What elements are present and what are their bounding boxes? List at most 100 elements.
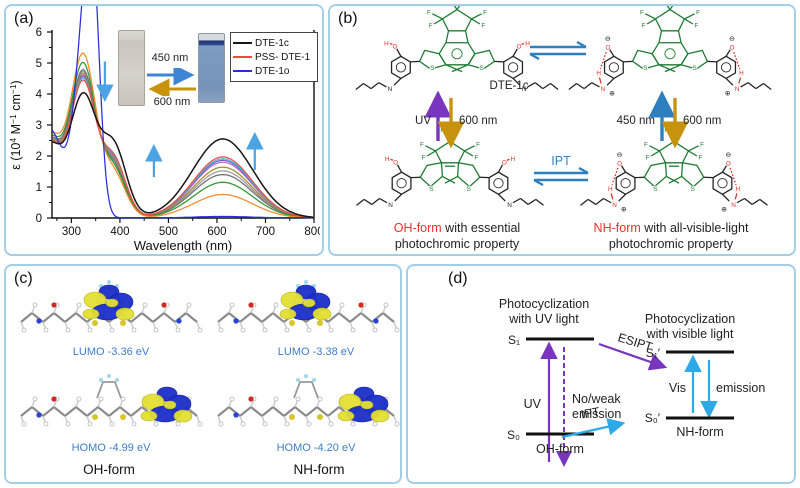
atom-label: O — [393, 160, 398, 167]
core-ring — [96, 381, 122, 399]
h-atom — [339, 302, 345, 308]
photochromic-scheme: FFFFFFSSNOHNOHFFFFFFSSNO⊖H⊕NO⊖H⊕FFFFFFSS… — [355, 6, 772, 214]
homo-oh-label: HOMO -4.99 eV — [71, 442, 151, 454]
bond — [534, 82, 544, 90]
atom-label: O — [517, 44, 522, 51]
atom-label: S — [480, 65, 484, 72]
equilibrium-arrows-top — [529, 40, 587, 61]
h-atom — [218, 421, 224, 427]
bond — [721, 193, 730, 202]
atom-label: F — [646, 154, 650, 161]
atom-label: N — [388, 86, 393, 93]
bond — [363, 198, 373, 205]
molecular-structures: FFFFFFSSNOHNOHFFFFFFSSNO⊖H⊕NO⊖H⊕FFFFFFSS… — [355, 6, 772, 214]
atom-label: ⊕ — [721, 204, 727, 213]
atom-label: F — [420, 142, 424, 149]
f-atom — [99, 378, 103, 382]
h-atom — [273, 302, 279, 308]
ring — [716, 55, 737, 80]
noweak-label-line1: No/weak — [572, 392, 621, 406]
atom-label: H — [735, 186, 740, 193]
absorption-spectra-chart: 300 400 500 600 700 800 0 1 2 3 4 5 6 Wavelength (nm)… — [8, 6, 320, 253]
bond — [456, 6, 461, 10]
bond — [599, 51, 607, 70]
bond — [512, 197, 521, 204]
atom-label: N — [522, 86, 527, 93]
bond — [736, 197, 745, 204]
bond — [379, 197, 388, 204]
h-atom — [175, 327, 181, 333]
inset-forward-label: 450 nm — [151, 52, 189, 64]
h-atom — [218, 327, 224, 333]
orbital-lobe — [279, 308, 297, 320]
atom-label: F — [642, 22, 646, 29]
ring — [680, 162, 705, 188]
legend-item: DTE-1c — [233, 36, 313, 50]
ipt-arrow — [561, 418, 626, 439]
bond — [442, 175, 456, 184]
atom-label: ⊕ — [621, 204, 627, 213]
s1-prime-label: S₁′ — [646, 346, 661, 360]
f-atom — [304, 374, 308, 378]
atom-label: H — [525, 40, 530, 47]
h-atom — [175, 421, 181, 427]
bond — [445, 30, 450, 43]
atom-label: H — [385, 156, 390, 163]
orbital-renderings — [20, 280, 400, 427]
bond — [740, 82, 749, 88]
atom-label: S — [429, 186, 433, 193]
ring — [467, 49, 496, 70]
lumo-oh-label: LUMO -3.36 eV — [72, 346, 150, 358]
h-atom — [197, 421, 203, 427]
bond — [646, 18, 656, 25]
atom-label: S — [691, 186, 695, 193]
cuvette-after-photo — [198, 33, 225, 103]
bond — [649, 145, 660, 152]
aromatic-ring — [620, 178, 631, 189]
bond — [587, 198, 597, 205]
nh-form-label: NH-form — [293, 462, 345, 477]
bond — [453, 6, 458, 10]
h-atom — [284, 327, 290, 333]
h-atom — [372, 421, 378, 427]
inset-interconversion-arrows — [147, 68, 196, 96]
bond — [396, 164, 403, 173]
atom-label: 700 — [256, 226, 275, 238]
legend-color-line — [233, 42, 252, 44]
aromatic-ring — [451, 48, 463, 60]
bond — [444, 175, 458, 184]
legend-color-line — [233, 70, 252, 72]
h-atom — [273, 396, 279, 402]
atom-label: N — [735, 86, 740, 93]
spectrum-curve — [51, 6, 313, 219]
y-axis-title: ε (104 M−1 cm−1) — [8, 80, 23, 169]
h-atom — [98, 396, 104, 402]
atom-label: ⊕ — [725, 88, 731, 97]
atom-label: 600 — [207, 226, 226, 238]
bond — [432, 13, 443, 20]
nh-form-caption-rest: with all-visible-light — [640, 221, 749, 235]
equilibrium-arrows-bottom — [533, 166, 589, 187]
h-atom — [43, 421, 49, 427]
h-atom — [394, 421, 400, 427]
atom-label: F — [700, 142, 704, 149]
bond — [595, 197, 604, 205]
uv-label: UV — [524, 397, 542, 411]
h-atom — [197, 327, 203, 333]
bond — [658, 30, 663, 43]
h-atom — [383, 302, 389, 308]
h-atom — [295, 396, 301, 402]
molecule-rendering — [20, 374, 203, 427]
bond — [445, 64, 463, 73]
panel-a-label: (a) — [14, 10, 34, 27]
ring — [603, 55, 624, 80]
panel-c-label: (c) — [14, 270, 33, 287]
chart-legend: DTE-1c PSS- DTE-1 DTE-1o — [230, 32, 318, 82]
ipt-label: IPT — [580, 404, 602, 421]
bond — [393, 77, 402, 86]
atom-label: N — [731, 202, 736, 209]
h-atom — [186, 302, 192, 308]
atom-label: F — [427, 10, 431, 17]
